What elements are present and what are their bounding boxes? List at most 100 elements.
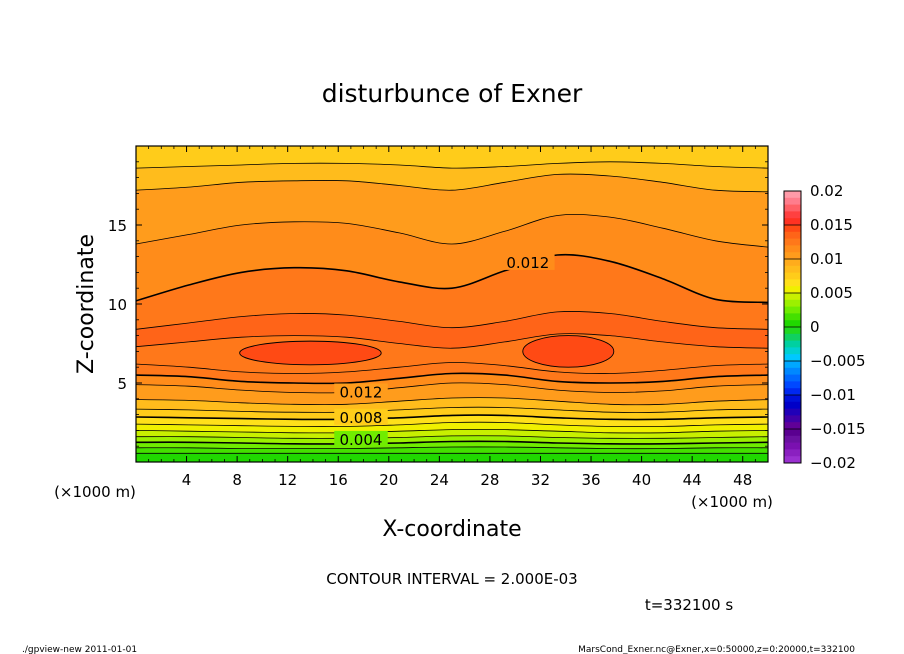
contour-line: [136, 213, 768, 248]
colorbar-cell: [784, 449, 801, 457]
colorbar-tick-label: 0.015: [810, 216, 853, 234]
colorbar-tick-label: 0.005: [810, 284, 853, 302]
colorbar-cell: [784, 259, 801, 267]
colorbar-cell: [784, 354, 801, 362]
colorbar-cell: [784, 225, 801, 233]
colorbar-cell: [784, 320, 801, 328]
contour-line: [136, 372, 768, 385]
colorbar-cell: [784, 361, 801, 369]
source-info: MarsCond_Exner.nc@Exner,x=0:50000,z=0:20…: [578, 645, 855, 654]
colorbar-cell: [784, 435, 801, 443]
contour-label-bg: [334, 383, 388, 400]
x-tick-label: 32: [531, 471, 550, 489]
contour-label: 0.012: [506, 254, 549, 272]
x-tick-label: 48: [733, 471, 752, 489]
colorbar-tick-label: −0.02: [810, 454, 856, 472]
contour-band: [136, 453, 768, 462]
contour-line: [136, 414, 768, 421]
x-tick-label: 16: [329, 471, 348, 489]
chart-title: disturbunce of Exner: [322, 79, 583, 108]
contour-line: [136, 446, 768, 450]
contour-maximum-core: [239, 340, 382, 366]
timestamp-text: t=332100 s: [645, 596, 733, 614]
contour-line: [136, 382, 768, 394]
contour-label: 0.012: [340, 383, 383, 401]
colorbar-tick-label: −0.015: [810, 420, 866, 438]
colorbar-cell: [784, 293, 801, 301]
colorbar-cell: [784, 422, 801, 430]
x-tick-label: 44: [683, 471, 702, 489]
contour-interval-text: CONTOUR INTERVAL = 2.000E-03: [326, 570, 577, 588]
contour-line: [136, 362, 768, 374]
x-tick-label: 12: [278, 471, 297, 489]
colorbar-cell: [784, 347, 801, 355]
colorbar-tick-label: −0.005: [810, 352, 866, 370]
colorbar-cell: [784, 204, 801, 212]
colorbar-cell: [784, 395, 801, 403]
y-tick-label: 10: [108, 296, 127, 314]
colorbar-cell: [784, 381, 801, 389]
contour-label-bg: [501, 253, 555, 270]
colorbar-cell: [784, 286, 801, 294]
x-tick-label: 8: [232, 471, 242, 489]
contour-maximum-core: [522, 335, 615, 368]
contour-line: [136, 253, 768, 304]
colorbar-tick-label: 0: [810, 318, 820, 336]
colorbar-cell: [784, 211, 801, 219]
colorbar-cell: [784, 279, 801, 287]
contour-line: [136, 428, 768, 434]
x-unit-left: (×1000 m): [54, 483, 136, 501]
colorbar-tick-label: 0.02: [810, 182, 843, 200]
contour-label-bg: [334, 430, 388, 447]
colorbar-cell: [784, 374, 801, 382]
colorbar-cell: [784, 218, 801, 226]
x-tick-label: 24: [430, 471, 449, 489]
contour-line: [136, 440, 768, 445]
contour-line: [136, 406, 768, 413]
x-tick-label: 4: [182, 471, 192, 489]
colorbar-cell: [784, 429, 801, 437]
contour-line: [136, 310, 768, 330]
contour-line: [136, 397, 768, 406]
colorbar-cell: [784, 197, 801, 205]
x-tick-label: 20: [379, 471, 398, 489]
colorbar-tick-label: 0.01: [810, 250, 843, 268]
x-tick-label: 28: [480, 471, 499, 489]
y-tick-label: 15: [108, 217, 127, 235]
x-tick-label: 36: [581, 471, 600, 489]
colorbar-cell: [784, 238, 801, 246]
contour-field: [136, 146, 768, 462]
program-info: ./gpview-new 2011-01-01: [22, 645, 137, 654]
colorbar-cell: [784, 272, 801, 280]
contour-line: [136, 161, 768, 169]
colorbar-cell: [784, 313, 801, 321]
colorbar: 0.02 0.015 0.01 0.005 0 −0.005 −0.01 −0.015 −0.0…: [783, 182, 866, 472]
contour-line: [136, 173, 768, 193]
colorbar-cell: [784, 252, 801, 260]
colorbar-cell: [784, 299, 801, 307]
contour-line: [136, 435, 768, 439]
colorbar-cell: [784, 456, 801, 464]
x-axis-label: X-coordinate: [382, 517, 521, 542]
colorbar-tick-label: −0.01: [810, 386, 856, 404]
colorbar-cell: [784, 367, 801, 375]
contour-line: [136, 333, 768, 349]
colorbar-cell: [784, 415, 801, 423]
colorbar-cell: [784, 231, 801, 239]
y-axis-label: Z-coordinate: [74, 234, 99, 374]
colorbar-cell: [784, 306, 801, 314]
contour-label-bg: [334, 408, 388, 425]
x-tick-label: 40: [632, 471, 651, 489]
contour-band: [136, 146, 768, 169]
colorbar-cell: [784, 442, 801, 450]
colorbar-cell: [784, 408, 801, 416]
colorbar-cell: [784, 265, 801, 273]
colorbar-cell: [784, 388, 801, 396]
colorbar-cell: [784, 191, 801, 199]
contour-label: 0.004: [340, 431, 383, 449]
x-unit-right: (×1000 m): [691, 493, 773, 511]
colorbar-cell: [784, 340, 801, 348]
colorbar-cell: [784, 401, 801, 409]
colorbar-cell: [784, 327, 801, 335]
contour-label: 0.008: [340, 409, 383, 427]
